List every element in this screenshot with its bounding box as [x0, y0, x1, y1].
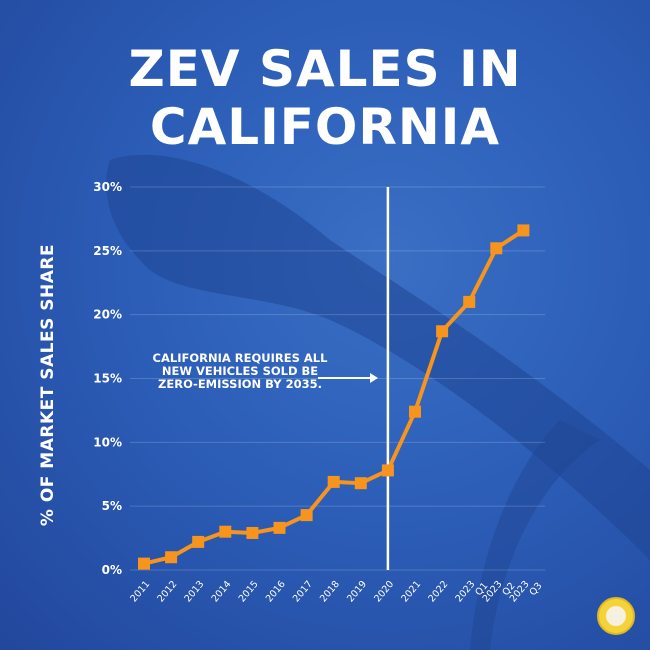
data-point [409, 405, 421, 418]
y-tick-label: 30% [93, 180, 122, 194]
data-point [192, 535, 205, 548]
y-tick-label: 20% [93, 308, 122, 322]
x-tick-label: 2020 [372, 579, 396, 605]
data-point [354, 477, 367, 490]
y-tick-label: 25% [93, 244, 122, 258]
data-point [165, 551, 178, 564]
x-tick-label: 2023Q3 [508, 573, 545, 611]
y-tick-label: 5% [102, 499, 122, 513]
x-tick-label: 2016 [264, 579, 288, 605]
x-tick-label: 2021 [399, 579, 423, 605]
y-tick-label: 0% [102, 563, 122, 577]
data-point [273, 521, 286, 534]
data-point [219, 525, 232, 538]
data-point [381, 464, 394, 477]
x-tick-label: 2022 [426, 579, 450, 605]
x-tick-label: 2017 [291, 579, 315, 605]
data-point [436, 325, 449, 338]
data-point [517, 224, 530, 237]
title-line-2: CALIFORNIA [149, 98, 501, 156]
state-seal-logo [597, 597, 635, 635]
y-axis-label: % OF MARKET SALES SHARE [38, 243, 58, 527]
x-tick-label: 2014 [210, 579, 234, 605]
x-tick-label: 2015 [237, 579, 261, 605]
x-tick-label: 2019 [345, 579, 369, 605]
chart-title: ZEV SALES IN CALIFORNIA [0, 40, 650, 156]
x-tick-label: 2011 [128, 579, 152, 605]
data-point [300, 509, 313, 522]
data-point [246, 526, 259, 539]
data-point [490, 242, 503, 255]
data-point [463, 295, 476, 308]
data-point [138, 557, 150, 570]
series-line [143, 228, 525, 566]
x-tick-label: 2018 [318, 579, 342, 605]
annotation-text: CALIFORNIA REQUIRES ALL NEW VEHICLES SOL… [152, 351, 328, 391]
title-line-1: ZEV SALES IN [128, 40, 522, 98]
x-tick-label: 2012 [155, 579, 179, 605]
x-tick-label: 2013 [183, 579, 207, 605]
data-point [327, 475, 340, 488]
y-tick-label: 10% [93, 435, 122, 449]
y-tick-label: 15% [93, 372, 122, 386]
annotation-arrowhead [370, 373, 378, 383]
